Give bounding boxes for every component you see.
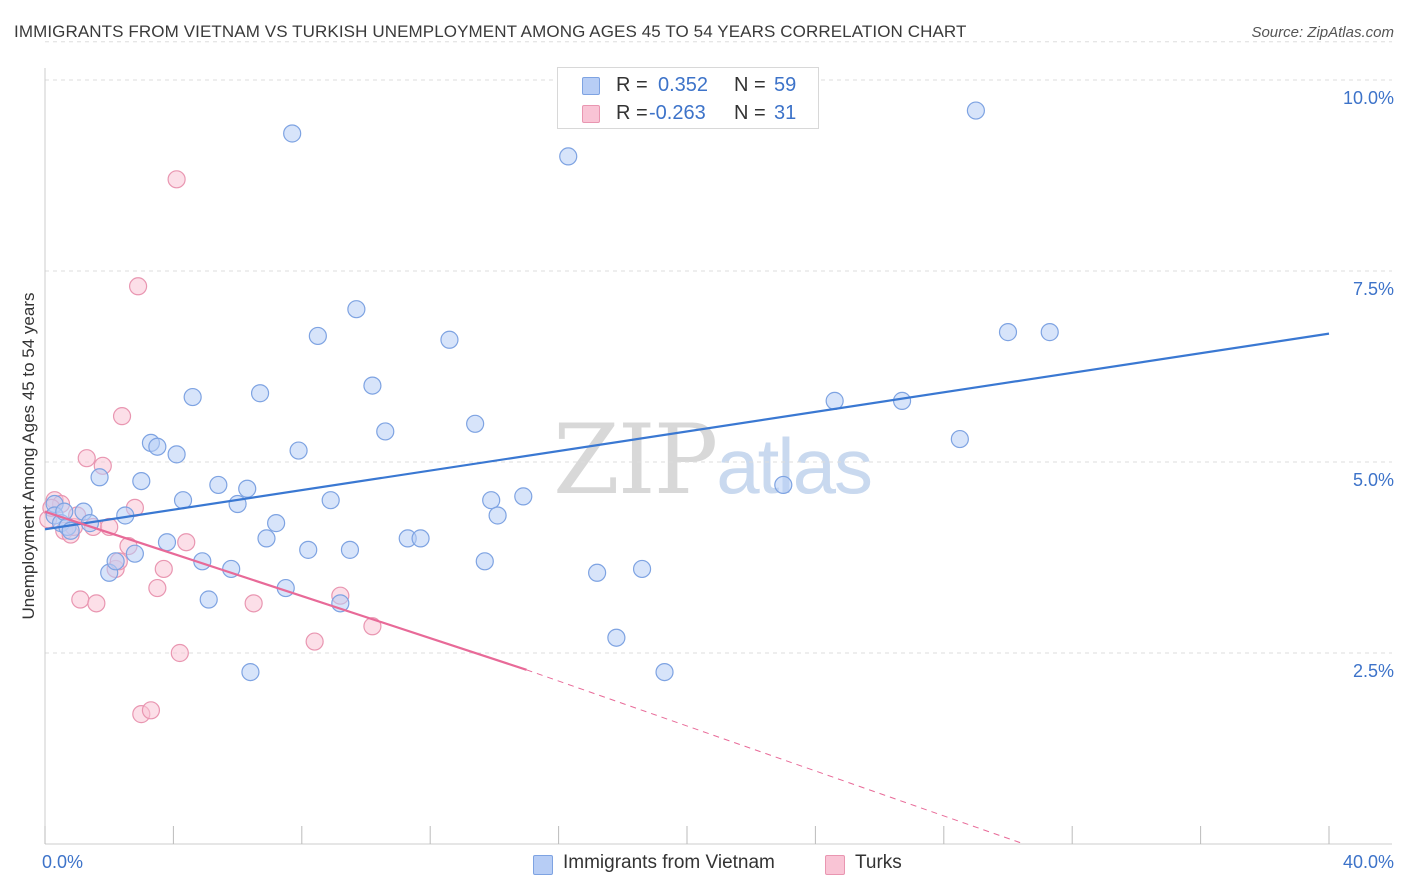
vietnam-trend-line [44, 332, 1330, 531]
vietnam-point-56 [892, 391, 912, 410]
vietnam-point-44 [466, 414, 485, 433]
r-value: 0.352 [658, 74, 709, 96]
vietnam-point-43 [440, 330, 459, 349]
turks-point-25 [177, 533, 196, 552]
vietnam-point-50 [588, 563, 607, 582]
stats-row-turks: R = -0.263 N = 31 [558, 100, 818, 128]
r-label: R = [616, 102, 648, 124]
vietnam-point-8 [90, 468, 109, 487]
vietnam-point-38 [347, 300, 366, 319]
vietnam-point-49 [559, 147, 578, 166]
vietnam-point-35 [321, 491, 340, 510]
axis-layer [44, 68, 1392, 845]
vietnam-point-39 [363, 376, 382, 395]
watermark-zip: ZIP [553, 404, 718, 516]
stats-box: R = 0.352 N = 59 R = -0.263 N = 31 [557, 67, 819, 129]
stats-swatch-turks [582, 105, 600, 123]
legend-label: Turks [855, 852, 902, 873]
vietnam-point-55 [825, 391, 844, 410]
turks-point-18 [128, 277, 148, 296]
y-tick-label-2: 7.5% [1352, 279, 1394, 299]
vietnam-point-34 [308, 326, 327, 346]
y-tick-label-3: 10.0% [1342, 88, 1394, 108]
trend-layer [44, 332, 1330, 845]
vietnam-point-59 [998, 323, 1018, 342]
stats-row-vietnam: R = 0.352 N = 59 [558, 72, 818, 100]
vietnam-point-47 [488, 506, 507, 525]
vietnam-point-52 [632, 559, 652, 579]
vietnam-point-27 [250, 384, 270, 403]
source-label: Source: ZipAtlas.com [1251, 24, 1394, 41]
y-tick-label-1: 5.0% [1352, 470, 1394, 490]
vietnam-point-13 [132, 472, 151, 491]
vietnam-point-18 [173, 491, 193, 510]
vietnam-point-31 [283, 124, 302, 143]
vietnam-point-46 [482, 491, 501, 510]
vietnam-point-37 [340, 540, 360, 559]
vietnam-point-58 [966, 101, 986, 120]
vietnam-point-57 [950, 429, 969, 449]
legend-swatch-vietnam [533, 855, 553, 875]
n-value: 31 [774, 102, 797, 124]
turks-point-23 [167, 170, 186, 189]
chart-title: IMMIGRANTS FROM VIETNAM VS TURKISH UNEMP… [14, 22, 967, 41]
vietnam-point-26 [241, 662, 260, 682]
turks-point-22 [154, 559, 173, 579]
turks-point-21 [148, 578, 167, 598]
vietnam-point-22 [209, 475, 228, 495]
stats-swatch-vietnam [582, 77, 600, 95]
turks-point-15 [112, 407, 132, 426]
turks-point-29 [363, 617, 382, 636]
vietnam-point-54 [774, 475, 793, 495]
turks-point-20 [141, 701, 161, 720]
watermark-atlas: atlas [716, 422, 873, 510]
r-label: R = [616, 74, 648, 96]
x-tick-min: 0.0% [42, 852, 84, 872]
vietnam-point-60 [1040, 323, 1059, 342]
vietnam-point-19 [183, 387, 202, 407]
vietnam-point-33 [299, 540, 318, 559]
vietnam-point-16 [157, 533, 177, 552]
vietnam-point-29 [267, 514, 286, 533]
vietnam-point-51 [607, 628, 626, 647]
vietnam-point-45 [475, 552, 494, 571]
turks-points [39, 170, 382, 724]
legend-label: Immigrants from Vietnam [563, 852, 775, 873]
y-axis-label: Unemployment Among Ages 45 to 54 years [19, 292, 38, 620]
y-tick-label-0: 2.5% [1352, 661, 1394, 681]
grid-layer [45, 41, 1392, 654]
turks-trend-line [44, 510, 527, 671]
turks-point-27 [305, 632, 324, 651]
turks-point-10 [87, 594, 106, 613]
n-label: N = [734, 102, 766, 124]
r-value: -0.263 [649, 102, 706, 124]
vietnam-point-48 [514, 487, 533, 506]
vietnam-point-53 [655, 662, 674, 682]
watermark: ZIPatlas [553, 404, 873, 516]
turks-point-8 [77, 449, 96, 468]
vietnam-point-42 [411, 529, 430, 548]
vietnam-point-40 [376, 422, 395, 441]
n-label: N = [734, 74, 766, 96]
turks-point-7 [71, 590, 90, 609]
vietnam-points [45, 101, 1059, 682]
turks-point-26 [244, 594, 263, 613]
vietnam-point-25 [238, 479, 257, 498]
vietnam-point-12 [125, 544, 144, 563]
x-tick-max: 40.0% [1342, 852, 1394, 872]
vietnam-point-28 [257, 529, 276, 548]
n-value: 59 [774, 74, 797, 96]
vietnam-point-21 [199, 590, 218, 609]
vietnam-point-17 [167, 445, 186, 464]
vietnam-point-32 [289, 441, 308, 460]
turks-trend-extension [526, 669, 1025, 845]
turks-point-24 [170, 643, 189, 663]
legend-swatch-turks [825, 855, 845, 875]
vietnam-point-10 [106, 552, 125, 571]
vietnam-point-15 [148, 437, 167, 456]
